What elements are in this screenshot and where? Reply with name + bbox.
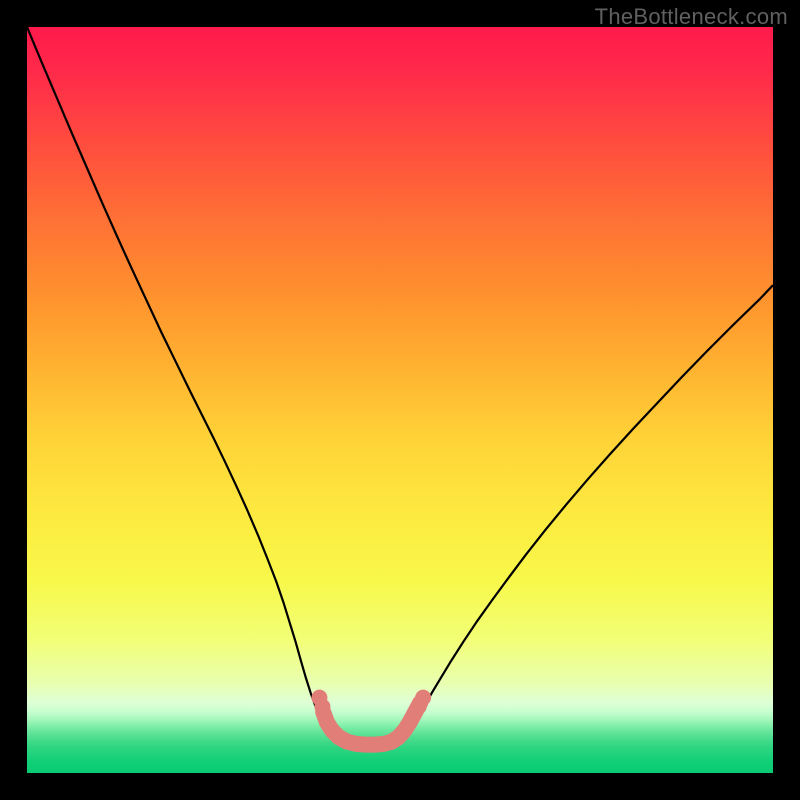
highlight-dot <box>314 699 330 715</box>
chart-frame <box>27 27 773 773</box>
highlight-dot <box>415 690 431 706</box>
watermark-text: TheBottleneck.com <box>595 4 788 30</box>
plot-area <box>27 27 773 773</box>
chart-svg <box>27 27 773 773</box>
